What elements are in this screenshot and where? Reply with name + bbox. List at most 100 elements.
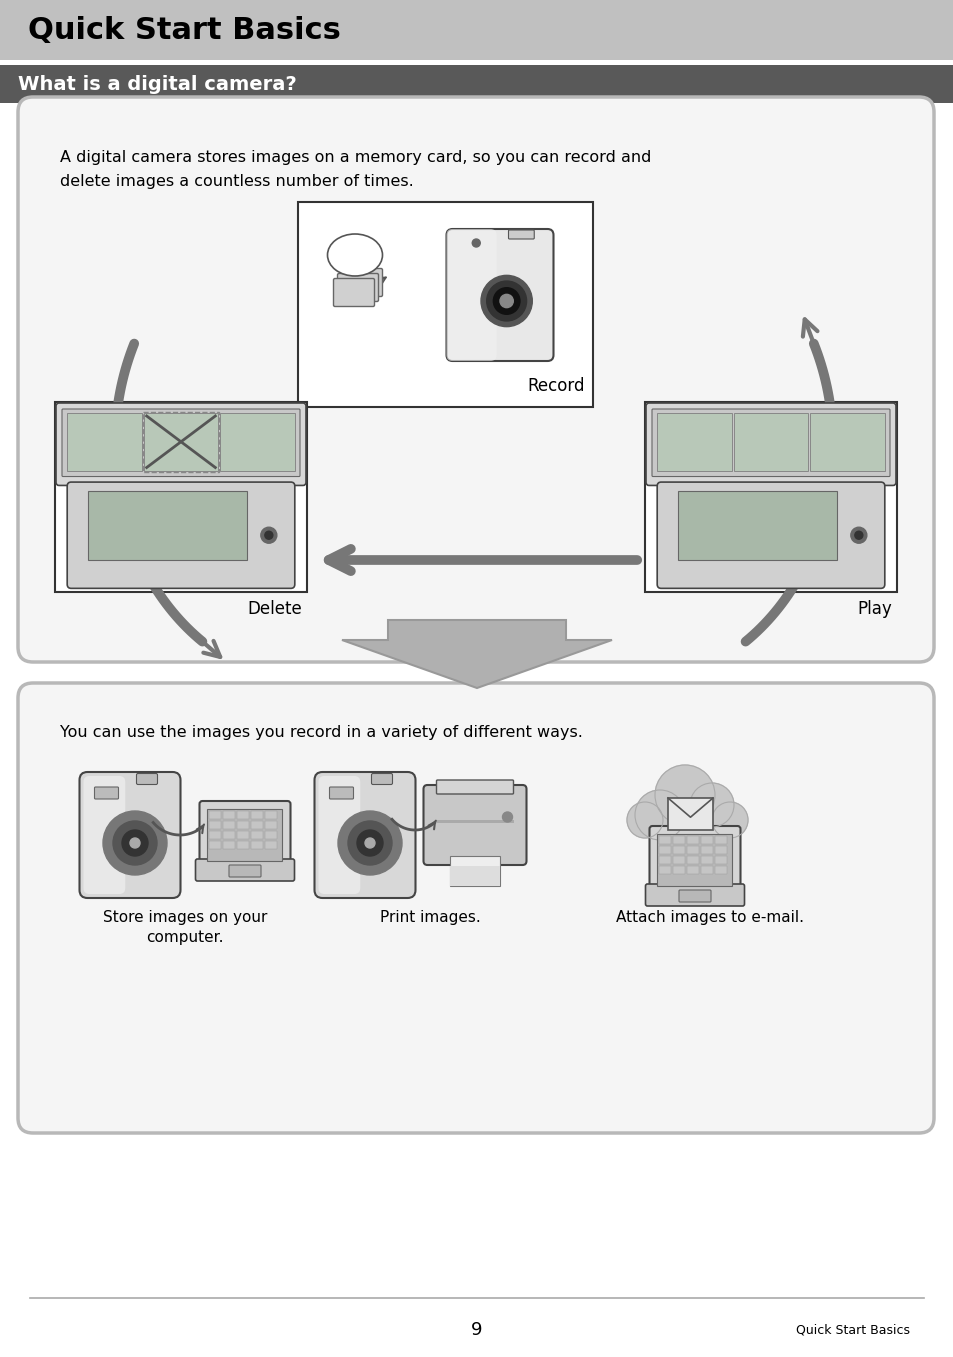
FancyBboxPatch shape bbox=[265, 830, 277, 839]
Text: Quick Start Basics: Quick Start Basics bbox=[28, 15, 340, 45]
FancyBboxPatch shape bbox=[252, 821, 263, 829]
Text: You can use the images you record in a variety of different ways.: You can use the images you record in a v… bbox=[60, 725, 582, 740]
Text: Play: Play bbox=[857, 600, 891, 617]
Circle shape bbox=[130, 839, 140, 848]
Circle shape bbox=[502, 811, 512, 822]
FancyBboxPatch shape bbox=[265, 841, 277, 849]
FancyBboxPatch shape bbox=[210, 811, 221, 820]
Circle shape bbox=[655, 765, 714, 825]
FancyBboxPatch shape bbox=[55, 402, 307, 592]
FancyBboxPatch shape bbox=[673, 836, 685, 844]
FancyBboxPatch shape bbox=[446, 229, 496, 361]
FancyBboxPatch shape bbox=[423, 784, 526, 864]
Circle shape bbox=[348, 821, 392, 864]
FancyBboxPatch shape bbox=[265, 821, 277, 829]
Circle shape bbox=[122, 830, 148, 856]
FancyBboxPatch shape bbox=[18, 683, 933, 1133]
FancyBboxPatch shape bbox=[657, 413, 731, 471]
FancyBboxPatch shape bbox=[337, 274, 378, 301]
FancyBboxPatch shape bbox=[435, 820, 514, 822]
FancyBboxPatch shape bbox=[220, 413, 294, 471]
FancyBboxPatch shape bbox=[659, 845, 671, 854]
FancyBboxPatch shape bbox=[223, 811, 235, 820]
FancyBboxPatch shape bbox=[210, 841, 221, 849]
FancyBboxPatch shape bbox=[252, 830, 263, 839]
FancyBboxPatch shape bbox=[0, 0, 953, 60]
Circle shape bbox=[103, 811, 167, 875]
FancyBboxPatch shape bbox=[18, 96, 933, 662]
FancyBboxPatch shape bbox=[223, 841, 235, 849]
Text: A digital camera stores images on a memory card, so you can record and: A digital camera stores images on a memo… bbox=[60, 151, 651, 166]
FancyBboxPatch shape bbox=[371, 773, 392, 784]
Circle shape bbox=[365, 839, 375, 848]
Circle shape bbox=[337, 811, 401, 875]
FancyBboxPatch shape bbox=[318, 776, 360, 894]
Text: Attach images to e-mail.: Attach images to e-mail. bbox=[616, 911, 803, 925]
FancyBboxPatch shape bbox=[687, 866, 699, 874]
FancyBboxPatch shape bbox=[314, 772, 416, 898]
FancyBboxPatch shape bbox=[679, 890, 710, 902]
FancyBboxPatch shape bbox=[700, 866, 713, 874]
FancyBboxPatch shape bbox=[649, 826, 740, 894]
Circle shape bbox=[260, 528, 276, 543]
Circle shape bbox=[265, 531, 273, 539]
Text: Quick Start Basics: Quick Start Basics bbox=[795, 1323, 909, 1337]
FancyBboxPatch shape bbox=[687, 836, 699, 844]
FancyBboxPatch shape bbox=[673, 856, 685, 864]
Text: What is a digital camera?: What is a digital camera? bbox=[18, 75, 296, 94]
FancyBboxPatch shape bbox=[136, 773, 157, 784]
FancyBboxPatch shape bbox=[199, 801, 291, 868]
FancyBboxPatch shape bbox=[237, 841, 250, 849]
FancyBboxPatch shape bbox=[651, 408, 889, 476]
FancyBboxPatch shape bbox=[450, 866, 499, 886]
Circle shape bbox=[854, 531, 862, 539]
FancyBboxPatch shape bbox=[508, 229, 534, 239]
FancyBboxPatch shape bbox=[329, 787, 354, 799]
FancyBboxPatch shape bbox=[715, 836, 727, 844]
FancyBboxPatch shape bbox=[341, 269, 382, 296]
FancyBboxPatch shape bbox=[265, 811, 277, 820]
Text: computer.: computer. bbox=[146, 930, 224, 944]
FancyBboxPatch shape bbox=[673, 845, 685, 854]
FancyBboxPatch shape bbox=[687, 856, 699, 864]
Circle shape bbox=[486, 281, 526, 322]
Text: Print images.: Print images. bbox=[379, 911, 480, 925]
FancyBboxPatch shape bbox=[252, 811, 263, 820]
Circle shape bbox=[356, 830, 382, 856]
Text: 9: 9 bbox=[471, 1320, 482, 1339]
FancyBboxPatch shape bbox=[62, 408, 299, 476]
FancyBboxPatch shape bbox=[644, 402, 896, 592]
Polygon shape bbox=[341, 620, 612, 688]
Circle shape bbox=[850, 528, 866, 543]
FancyBboxPatch shape bbox=[733, 413, 807, 471]
FancyBboxPatch shape bbox=[229, 864, 261, 877]
FancyBboxPatch shape bbox=[645, 883, 743, 906]
Text: Delete: Delete bbox=[247, 600, 302, 617]
FancyBboxPatch shape bbox=[210, 821, 221, 829]
Circle shape bbox=[499, 294, 513, 308]
FancyBboxPatch shape bbox=[657, 835, 732, 886]
FancyBboxPatch shape bbox=[67, 482, 294, 589]
FancyBboxPatch shape bbox=[645, 403, 895, 486]
FancyBboxPatch shape bbox=[237, 811, 250, 820]
FancyBboxPatch shape bbox=[84, 776, 125, 894]
Circle shape bbox=[472, 239, 479, 247]
Ellipse shape bbox=[327, 233, 382, 275]
Text: Store images on your: Store images on your bbox=[103, 911, 267, 925]
FancyBboxPatch shape bbox=[79, 772, 180, 898]
FancyBboxPatch shape bbox=[809, 413, 884, 471]
FancyBboxPatch shape bbox=[223, 821, 235, 829]
Circle shape bbox=[626, 802, 662, 839]
FancyBboxPatch shape bbox=[700, 856, 713, 864]
FancyBboxPatch shape bbox=[659, 866, 671, 874]
FancyBboxPatch shape bbox=[715, 845, 727, 854]
FancyBboxPatch shape bbox=[252, 841, 263, 849]
FancyBboxPatch shape bbox=[334, 278, 375, 307]
FancyBboxPatch shape bbox=[297, 202, 593, 407]
FancyBboxPatch shape bbox=[715, 856, 727, 864]
FancyBboxPatch shape bbox=[673, 866, 685, 874]
FancyBboxPatch shape bbox=[450, 856, 499, 886]
FancyBboxPatch shape bbox=[237, 821, 250, 829]
FancyBboxPatch shape bbox=[144, 413, 218, 471]
FancyBboxPatch shape bbox=[678, 491, 836, 560]
